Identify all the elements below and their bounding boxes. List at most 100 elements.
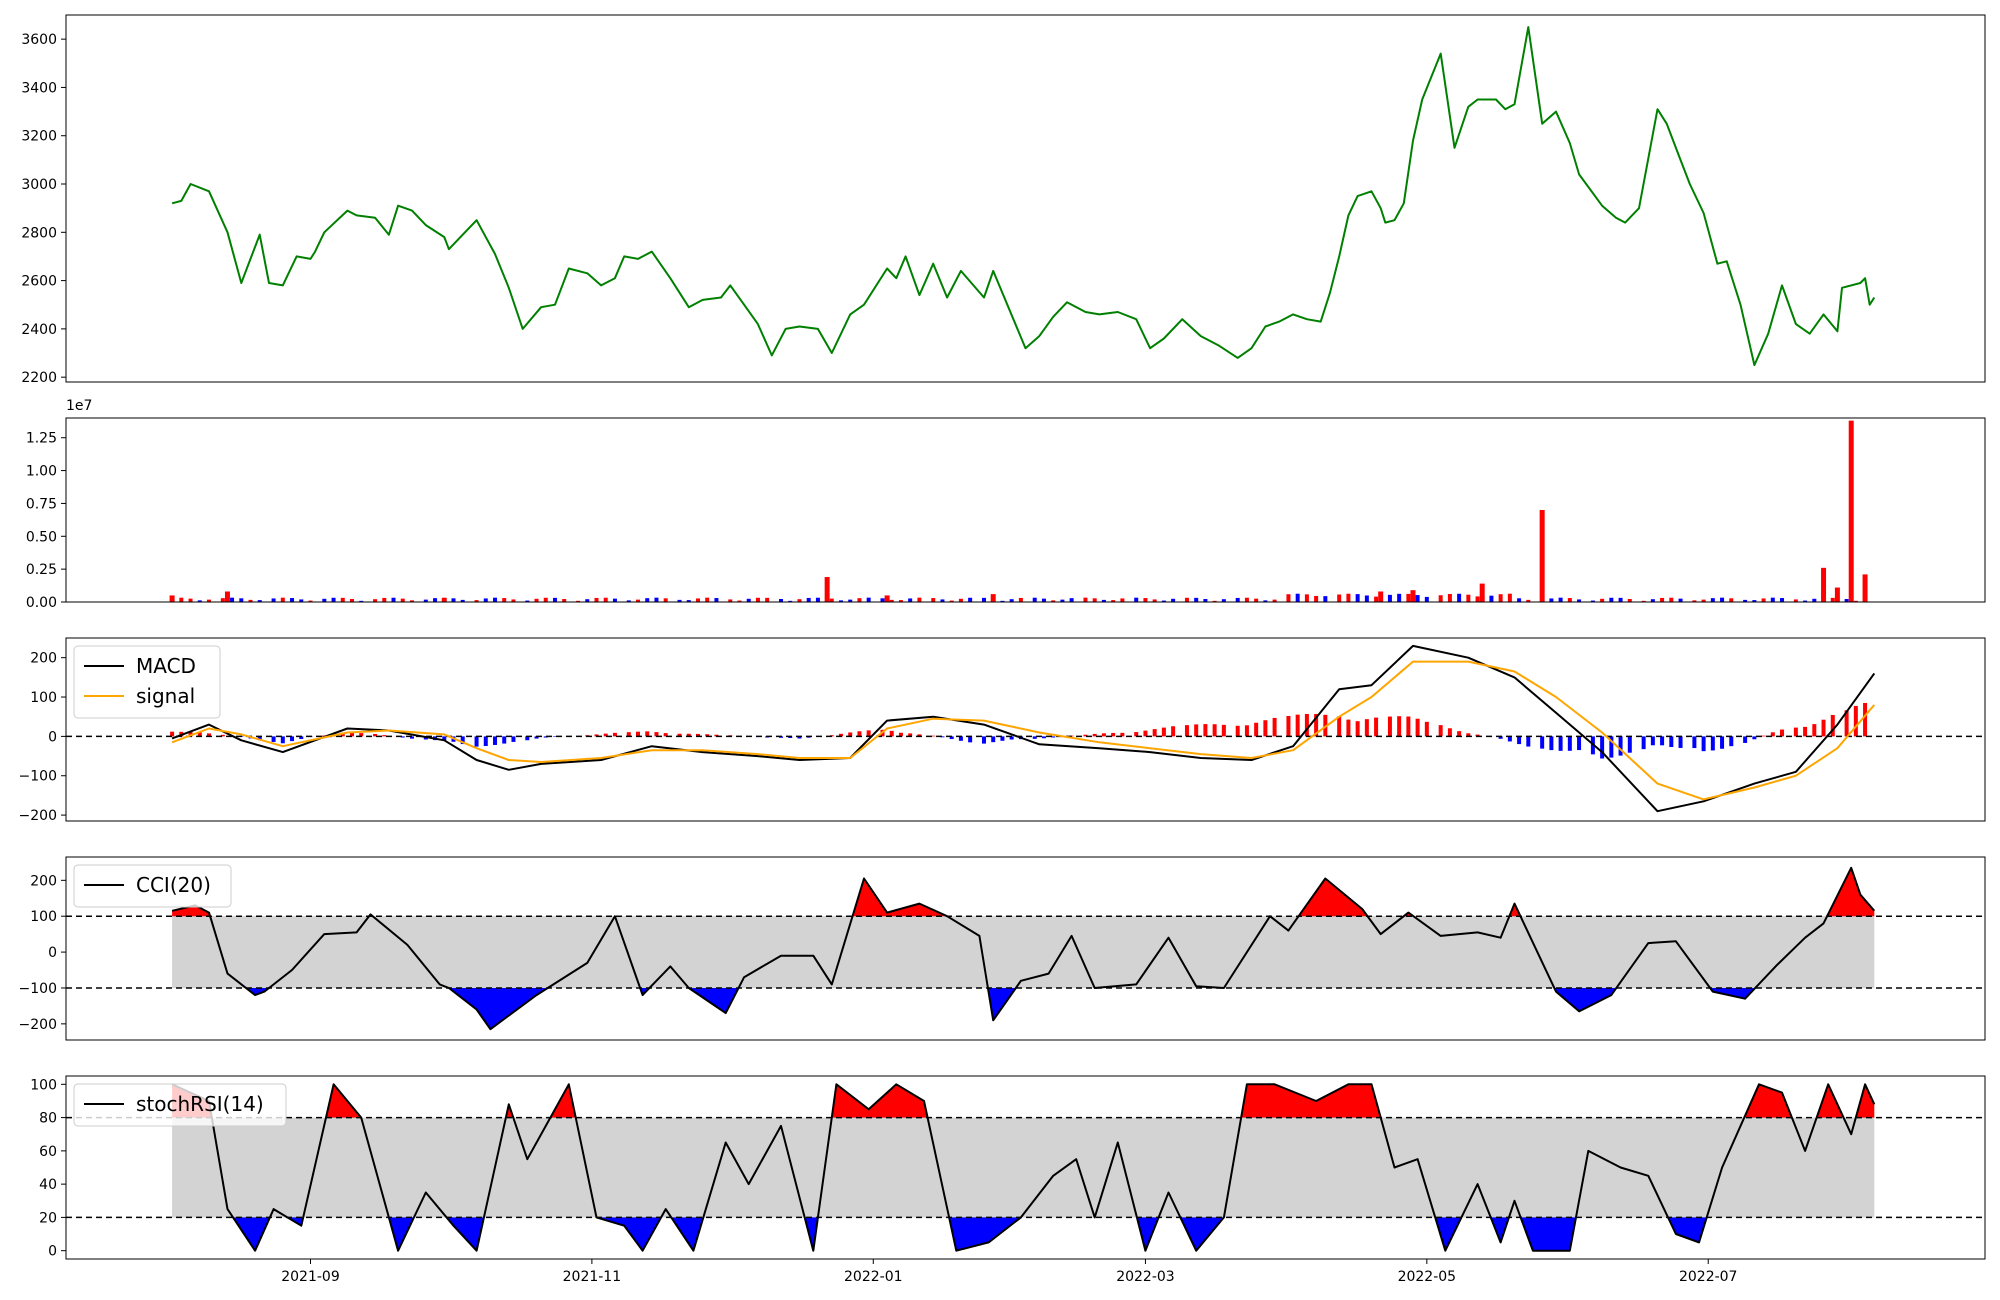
- volume-bar: [728, 599, 733, 602]
- volume-bar: [1834, 587, 1840, 602]
- macd-histogram-bar: [1438, 725, 1443, 737]
- volume-bar: [1830, 597, 1835, 602]
- volume-bar: [1143, 598, 1148, 602]
- volume-bar: [1111, 600, 1116, 602]
- volume-bar: [1498, 594, 1503, 602]
- macd-histogram-bar: [1263, 720, 1268, 737]
- macd-histogram-bar: [677, 733, 682, 737]
- volume-bar: [224, 591, 230, 602]
- macd-histogram-bar: [654, 732, 659, 737]
- stochrsi-overbought-fill: [172, 1084, 1875, 1118]
- volume-bar: [829, 598, 834, 602]
- macd-frame: [65, 637, 1986, 822]
- macd-histogram-bar: [714, 734, 719, 737]
- macd-histogram-bar: [340, 732, 345, 737]
- volume-bar: [1853, 600, 1858, 602]
- stochrsi-ytick-label: 80: [39, 1111, 57, 1127]
- macd-histogram-bar: [1729, 736, 1734, 747]
- macd-histogram-bar: [373, 733, 378, 737]
- macd-histogram-bar: [170, 731, 175, 737]
- macd-histogram-bar: [197, 732, 202, 737]
- macd-histogram-bar: [1770, 732, 1775, 737]
- volume-bar: [423, 599, 428, 602]
- volume-bar: [1314, 595, 1319, 602]
- macd-histogram-bar: [483, 736, 488, 747]
- volume-bar: [441, 598, 447, 602]
- macd-histogram-bar: [1641, 736, 1646, 750]
- cci-legend: CCI(20): [73, 864, 232, 908]
- macd-histogram-bar: [1111, 732, 1116, 737]
- price-ytick-label: 2400: [21, 322, 57, 338]
- stochrsi-ytick-label: 40: [39, 1177, 57, 1193]
- macd-histogram-bar: [1051, 736, 1056, 738]
- volume-bar: [1447, 593, 1452, 602]
- macd-histogram-bar: [1720, 736, 1725, 749]
- volume-bar: [382, 597, 387, 602]
- macd-histogram-bar: [848, 732, 853, 737]
- macd-histogram-bar: [1041, 736, 1046, 739]
- volume-bar: [350, 599, 355, 602]
- volume-bar: [1060, 599, 1065, 602]
- volume-bar: [502, 598, 507, 602]
- volume-bar: [1337, 594, 1342, 602]
- volume-bar: [1378, 591, 1384, 602]
- volume-bar: [474, 600, 479, 602]
- volume-bar: [1678, 598, 1683, 602]
- volume-bar: [1780, 598, 1785, 602]
- x-axis: 2021-09 2021-11 2022-01 2022-03 2022-05 2022-…: [281, 1259, 1737, 1285]
- volume-bar: [626, 600, 631, 602]
- volume-bar: [1743, 599, 1748, 602]
- volume-bar: [493, 597, 498, 602]
- volume-bar: [1479, 583, 1485, 602]
- macd-histogram-bar: [1812, 724, 1817, 737]
- macd-histogram-bar: [1364, 719, 1369, 737]
- macd-histogram-bar: [1475, 734, 1480, 737]
- volume-bar: [806, 597, 811, 602]
- price-ytick-label: 2800: [21, 225, 57, 241]
- macd-histogram-bar: [1009, 736, 1014, 740]
- macd-histogram: [170, 702, 1868, 759]
- volume-bar: [451, 598, 456, 602]
- macd-panel: −200 −100 0 100 200 MACD signal: [19, 637, 1986, 824]
- volume-bar: [1720, 597, 1725, 602]
- macd-histogram-bar: [1701, 736, 1706, 752]
- macd-histogram-bar: [626, 732, 631, 737]
- volume-bar: [331, 597, 336, 602]
- volume-bar: [1069, 598, 1074, 602]
- volume-bar: [1032, 597, 1037, 602]
- volume-frame: [65, 417, 1986, 603]
- volume-bar: [1134, 597, 1139, 602]
- volume-bar: [169, 595, 175, 602]
- volume-bar: [958, 598, 963, 602]
- volume-bar: [1650, 599, 1655, 602]
- stochrsi-line: [171, 1083, 1876, 1252]
- volume-bar: [1507, 593, 1512, 602]
- volume-bar: [857, 598, 862, 602]
- volume-bar: [207, 599, 212, 602]
- macd-histogram-bar: [1254, 722, 1259, 737]
- macd-histogram-bar: [1143, 730, 1148, 737]
- volume-bar: [1729, 598, 1734, 602]
- stochrsi-ytick-label: 20: [39, 1210, 57, 1226]
- cci-legend-box: [73, 864, 232, 908]
- cci-band: [172, 916, 1875, 988]
- volume-bar: [898, 600, 903, 602]
- macd-histogram-bar: [636, 731, 641, 737]
- volume-bar: [746, 598, 751, 602]
- volume-bar: [949, 600, 954, 602]
- volume-bar: [1692, 600, 1697, 602]
- volume-bar: [1203, 599, 1208, 602]
- macd-histogram-bar: [350, 732, 355, 737]
- volume-bar: [1710, 598, 1715, 602]
- volume-bar: [1374, 596, 1379, 602]
- cci-ytick-label: 100: [30, 909, 57, 925]
- macd-histogram-bar: [1540, 736, 1545, 749]
- macd-series-signal: [171, 660, 1876, 801]
- macd-histogram-bar: [1710, 736, 1715, 751]
- macd-histogram-bar: [400, 736, 405, 738]
- volume-bar: [322, 598, 327, 602]
- macd-histogram-bar: [1161, 727, 1166, 737]
- volume-bar: [1577, 599, 1582, 602]
- macd-histogram-bar: [1212, 724, 1217, 737]
- volume-bar: [220, 598, 225, 602]
